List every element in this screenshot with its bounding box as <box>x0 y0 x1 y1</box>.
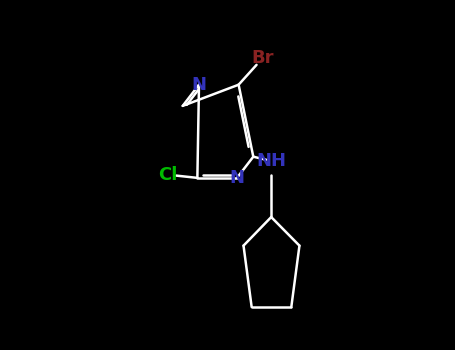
Text: NH: NH <box>256 152 286 170</box>
Text: Cl: Cl <box>158 166 178 184</box>
Text: Br: Br <box>251 49 274 67</box>
Text: N: N <box>192 76 207 94</box>
Text: N: N <box>229 169 244 187</box>
